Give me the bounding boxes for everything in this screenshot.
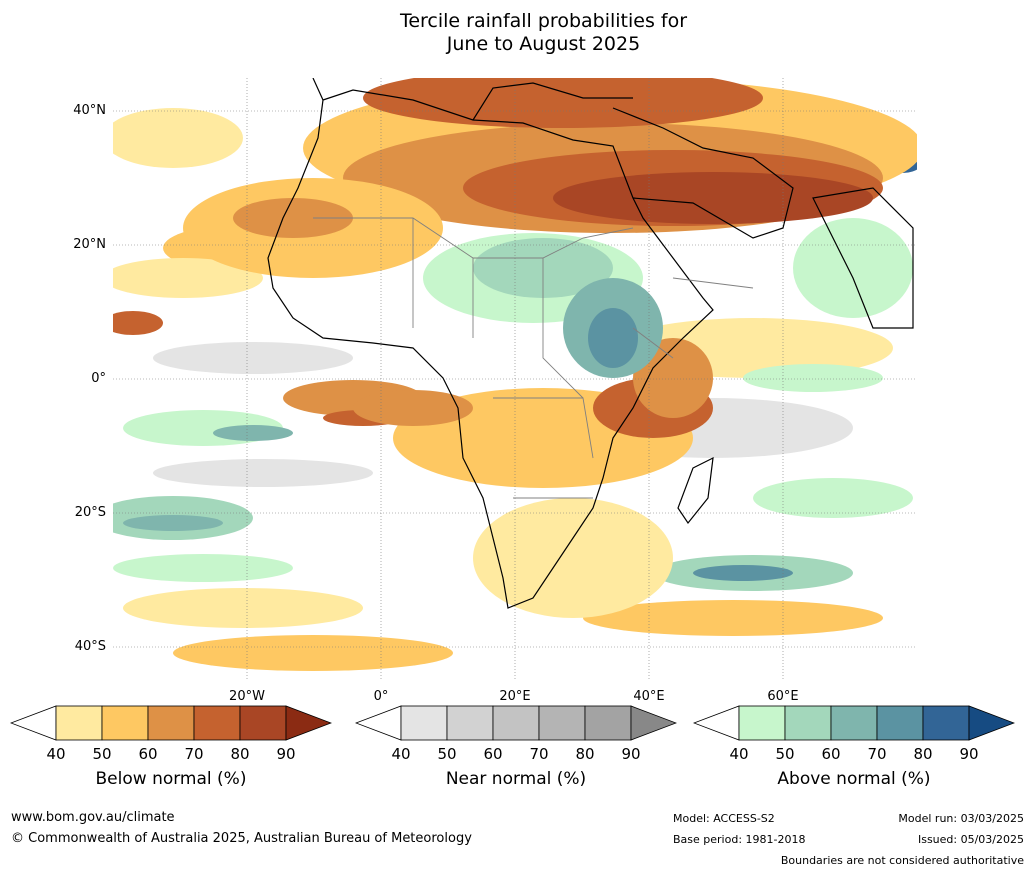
tick-label: 50 (437, 745, 457, 763)
lat-label-20n: 20°N (73, 237, 106, 252)
colorbar-below-normal (10, 705, 332, 741)
tick-label: 90 (276, 745, 296, 763)
tick-label: 70 (529, 745, 549, 763)
coastlines (267, 78, 914, 609)
title-line-2: June to August 2025 (446, 33, 641, 55)
lon-label-20e: 20°E (499, 689, 531, 704)
legend-title-below: Below normal (%) (95, 769, 247, 789)
legend-title-above: Above normal (%) (777, 769, 931, 789)
lat-label-20s: 20°S (74, 505, 106, 520)
colorbar-bin (55, 705, 103, 741)
colorbar-bin (922, 705, 970, 741)
colorbar-min-extend (693, 705, 740, 741)
tick-label: 60 (138, 745, 158, 763)
legend-title-near: Near normal (%) (445, 769, 587, 789)
lat-label-0: 0° (91, 371, 106, 386)
colorbar-above-normal (693, 705, 1015, 741)
colorbar-min-extend (10, 705, 57, 741)
legend-above-normal: 40 50 60 70 80 90 Above normal (%) (693, 705, 1015, 789)
tick-label: 50 (92, 745, 112, 763)
lon-label-60e: 60°E (767, 689, 799, 704)
tick-label: 60 (821, 745, 841, 763)
title-line-1: Tercile rainfall probabilities for (399, 10, 688, 32)
lat-label-40s: 40°S (74, 639, 106, 654)
tick-label: 70 (184, 745, 204, 763)
colorbar-bin (830, 705, 878, 741)
legend-near-normal: 40 50 60 70 80 90 Near normal (%) (355, 705, 677, 789)
colorbar-bin (492, 705, 540, 741)
colorbar-bin (584, 705, 632, 741)
tick-label: 80 (913, 745, 933, 763)
tick-label: 60 (483, 745, 503, 763)
model-name: Model: ACCESS-S2 (673, 812, 775, 825)
boundaries-disclaimer: Boundaries are not considered authoritat… (780, 854, 1024, 867)
colorbar-bin (538, 705, 586, 741)
country-borders (313, 217, 754, 499)
colorbar-bin (147, 705, 195, 741)
lat-label-40n: 40°N (73, 103, 106, 118)
tick-label: 40 (729, 745, 749, 763)
tick-label: 40 (391, 745, 411, 763)
colorbar-bin (446, 705, 494, 741)
rainfall-probability-map (113, 78, 917, 681)
website-link[interactable]: www.bom.gov.au/climate (11, 810, 175, 825)
lon-label-0: 0° (373, 689, 389, 704)
lon-label-40e: 40°E (633, 689, 665, 704)
tick-label: 80 (575, 745, 595, 763)
legend-below-normal: 40 50 60 70 80 90 Below normal (%) (10, 705, 332, 789)
model-run-date: Model run: 03/03/2025 (898, 812, 1024, 825)
colorbar-min-extend (355, 705, 402, 741)
tick-label: 70 (867, 745, 887, 763)
tick-label: 90 (621, 745, 641, 763)
tick-label: 50 (775, 745, 795, 763)
colorbar-bin (193, 705, 241, 741)
copyright-text: © Commonwealth of Australia 2025, Austra… (11, 831, 472, 846)
base-period: Base period: 1981-2018 (673, 833, 806, 846)
colorbar-bin (400, 705, 448, 741)
colorbar-bin (876, 705, 924, 741)
colorbar-bin (239, 705, 287, 741)
tick-label: 40 (46, 745, 66, 763)
colorbar-bin (738, 705, 786, 741)
tick-label: 80 (230, 745, 250, 763)
map-graticule (113, 78, 917, 681)
colorbar-near-normal (355, 705, 677, 741)
map-title: Tercile rainfall probabilities for June … (0, 10, 1035, 56)
colorbar-max-extend (285, 705, 332, 741)
lon-label-20w: 20°W (229, 689, 265, 704)
colorbar-bin (101, 705, 149, 741)
tick-label: 90 (959, 745, 979, 763)
colorbar-max-extend (968, 705, 1015, 741)
issued-date: Issued: 05/03/2025 (917, 833, 1024, 846)
colorbar-max-extend (630, 705, 677, 741)
colorbar-bin (784, 705, 832, 741)
